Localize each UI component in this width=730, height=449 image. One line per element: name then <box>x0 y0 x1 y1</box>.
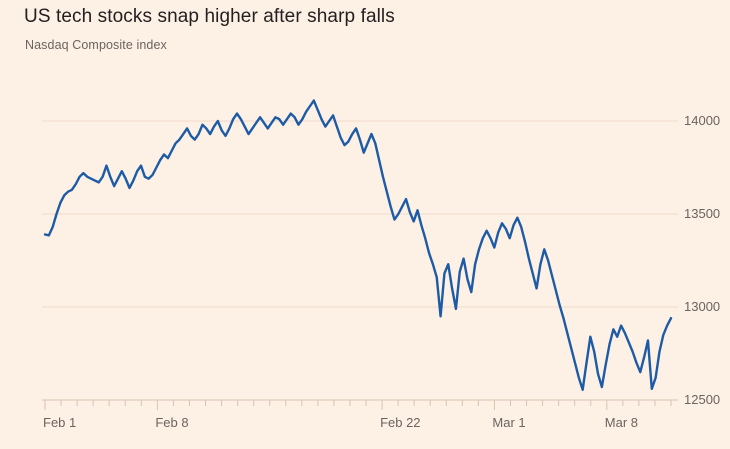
chart-subtitle: Nasdaq Composite index <box>25 38 167 52</box>
x-axis-tick-label: Mar 8 <box>604 415 639 430</box>
x-axis-tick-label: Feb 22 <box>380 415 421 430</box>
gridlines <box>42 120 678 401</box>
data-line-nasdaq <box>43 99 673 391</box>
page-title: US tech stocks snap higher after sharp f… <box>24 6 395 27</box>
x-axis-tick-label: Feb 1 <box>43 415 77 430</box>
x-axis-tick-label: Mar 1 <box>492 415 526 430</box>
y-axis-tick-label: 14000 <box>684 113 721 128</box>
y-axis-tick-label: 12500 <box>684 392 721 407</box>
y-axis-tick-label: 13500 <box>684 206 721 221</box>
x-axis-ticks <box>44 400 672 410</box>
x-axis-tick-label: Feb 8 <box>155 415 189 430</box>
y-axis-tick-label: 13000 <box>684 299 721 314</box>
